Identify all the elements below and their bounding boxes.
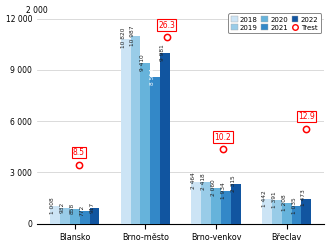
Bar <box>282 203 292 224</box>
Bar <box>60 208 70 224</box>
Text: 2 315: 2 315 <box>231 175 236 192</box>
Text: 2 464: 2 464 <box>191 173 196 189</box>
Legend: 2018, 2019, 2020, 2021, 2022, Trest: 2018, 2019, 2020, 2021, 2022, Trest <box>228 13 321 33</box>
Text: 10 820: 10 820 <box>120 28 126 48</box>
Bar <box>121 39 131 224</box>
Text: 2 060: 2 060 <box>211 180 216 196</box>
Bar <box>70 209 80 224</box>
Text: 1 442: 1 442 <box>262 190 267 207</box>
Text: 1 035: 1 035 <box>291 197 297 214</box>
Bar <box>262 199 272 224</box>
Text: 10.2: 10.2 <box>215 133 231 142</box>
Text: 9 981: 9 981 <box>160 44 165 61</box>
Text: 12.9: 12.9 <box>298 112 315 121</box>
Text: 858: 858 <box>70 203 75 214</box>
Bar <box>131 36 140 224</box>
Text: 2 000: 2 000 <box>26 6 48 15</box>
Text: 1 934: 1 934 <box>221 182 226 198</box>
Bar <box>89 208 99 224</box>
Bar <box>272 200 282 224</box>
Text: 26.3: 26.3 <box>158 21 175 30</box>
Bar <box>191 182 201 224</box>
Bar <box>160 53 170 224</box>
Bar <box>211 188 221 224</box>
Text: 917: 917 <box>89 202 94 213</box>
Text: 932: 932 <box>60 202 65 213</box>
Text: 8 554: 8 554 <box>150 68 155 85</box>
Text: 772: 772 <box>80 204 84 216</box>
Bar <box>80 211 89 224</box>
Bar <box>231 184 241 224</box>
Text: 10 987: 10 987 <box>130 25 136 46</box>
Bar <box>50 207 60 224</box>
Text: 9 410: 9 410 <box>140 54 145 71</box>
Text: 8.5: 8.5 <box>73 148 85 157</box>
Text: 1 008: 1 008 <box>50 198 55 214</box>
Text: 2 418: 2 418 <box>201 174 206 190</box>
Bar <box>292 206 302 224</box>
Bar <box>201 182 211 224</box>
Bar <box>302 199 312 224</box>
Bar <box>221 191 231 224</box>
Text: 1 208: 1 208 <box>281 194 287 211</box>
Text: 1 473: 1 473 <box>301 190 307 206</box>
Text: 1 391: 1 391 <box>272 191 277 208</box>
Bar <box>140 63 150 224</box>
Bar <box>150 77 160 224</box>
